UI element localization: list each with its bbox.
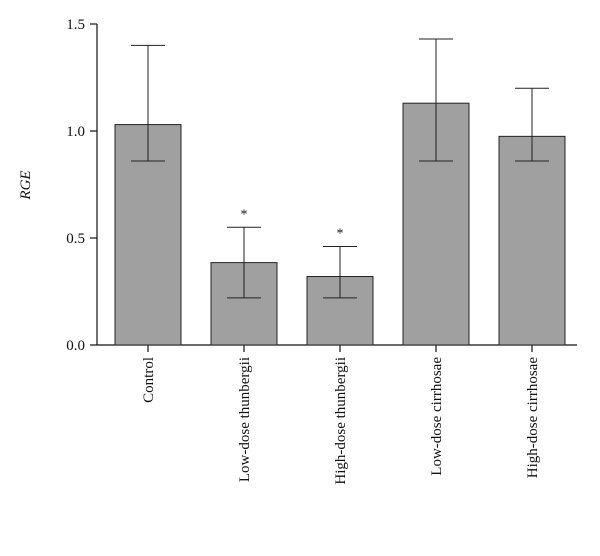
y-tick-label: 0.5 [66, 231, 85, 247]
y-tick-label: 1.5 [66, 17, 85, 33]
category-label: High-dose cirrhosae [525, 357, 541, 479]
category-label: Low-dose thunbergii [237, 357, 253, 482]
y-axis: 0.0 0.5 1.0 1.5 [66, 17, 98, 354]
bar [498, 135, 566, 346]
error-bars [131, 38, 549, 299]
category-label: Control [141, 357, 157, 403]
y-tick-label: 0.0 [66, 338, 85, 354]
significance-mark: * [241, 207, 248, 222]
category-label: Low-dose cirrhosae [429, 357, 445, 476]
y-tick-label: 1.0 [66, 124, 85, 140]
category-labels: Control Low-dose thunbergii High-dose thun… [141, 357, 541, 485]
x-axis [97, 344, 577, 352]
category-label: High-dose thunbergii [333, 357, 349, 485]
bars [114, 102, 566, 346]
y-axis-title: RGE [18, 170, 34, 200]
significance-mark: * [337, 227, 344, 242]
significance-marks: ** [241, 207, 344, 241]
